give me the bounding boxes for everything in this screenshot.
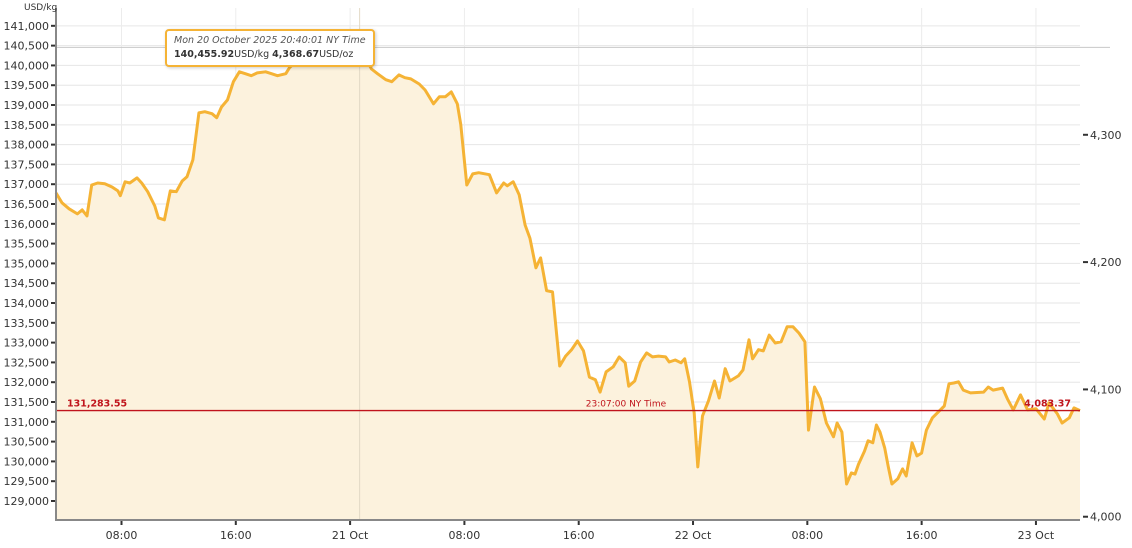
- current-price-kg-label: 131,283.55: [67, 399, 127, 410]
- y-tick-label: 136,500: [4, 198, 50, 211]
- y-tick-label: 129,000: [4, 495, 50, 508]
- x-tick-label: 23 Oct: [1018, 529, 1055, 542]
- x-tick-label: 08:00: [106, 529, 138, 542]
- y-right-tick-label: 4,200: [1090, 256, 1122, 269]
- x-tick-label: 16:00: [906, 529, 938, 542]
- y-tick-label: 137,500: [4, 158, 50, 171]
- y-right-tick-label: 4,000: [1090, 511, 1122, 524]
- y-right-tick-label: 4,300: [1090, 129, 1122, 142]
- y-tick-label: 133,500: [4, 317, 50, 330]
- y-tick-label: 140,500: [4, 40, 50, 53]
- y-tick-label: 132,500: [4, 356, 50, 369]
- y-tick-label: 134,000: [4, 297, 50, 310]
- tooltip-date: Mon 20 October 2025 20:40:01 NY Time: [174, 35, 366, 46]
- x-tick-label: 21 Oct: [332, 529, 369, 542]
- y-tick-label: 133,000: [4, 337, 50, 350]
- y-tick-label: 134,500: [4, 277, 50, 290]
- x-tick-label: 08:00: [791, 529, 823, 542]
- axes: 129,000 129,500 130,000 130,500 131,000 131,5…: [4, 8, 1122, 542]
- y-tick-label: 140,000: [4, 59, 50, 72]
- y-tick-label: 129,500: [4, 475, 50, 488]
- tooltip-kg-value: 140,455.92: [174, 49, 235, 60]
- y-tick-label: 141,000: [4, 20, 50, 33]
- current-price-line: 131,283.55 23:07:00 NY Time 4,083.37: [56, 399, 1080, 412]
- y-tick-label: 131,000: [4, 416, 50, 429]
- y-tick-label: 132,000: [4, 376, 50, 389]
- tooltip-oz-value: 4,368.67: [272, 49, 320, 60]
- x-tick-label: 08:00: [449, 529, 481, 542]
- y-tick-label: 139,500: [4, 79, 50, 92]
- y-axis-unit-label: USD/kg: [24, 3, 57, 13]
- y-tick-label: 136,000: [4, 218, 50, 231]
- y-tick-label: 131,500: [4, 396, 50, 409]
- tooltip: Mon 20 October 2025 20:40:01 NY Time 140…: [165, 29, 375, 67]
- x-tick-label: 22 Oct: [675, 529, 712, 542]
- price-line[interactable]: [54, 45, 1081, 486]
- current-price-oz-label: 4,083.37: [1024, 399, 1071, 410]
- current-price-time-label: 23:07:00 NY Time: [586, 400, 667, 410]
- y-tick-label: 135,000: [4, 257, 50, 270]
- y-tick-label: 138,500: [4, 119, 50, 132]
- y-tick-label: 138,000: [4, 139, 50, 152]
- y-right-tick-label: 4,100: [1090, 383, 1122, 396]
- x-tick-label: 16:00: [220, 529, 252, 542]
- tooltip-oz-unit: USD/oz: [319, 49, 354, 60]
- y-tick-label: 130,500: [4, 436, 50, 449]
- price-area-fill: [56, 47, 1080, 521]
- y-tick-label: 130,000: [4, 455, 50, 468]
- tooltip-kg-unit: USD/kg: [234, 49, 270, 60]
- y-tick-label: 135,500: [4, 238, 50, 251]
- y-tick-label: 139,000: [4, 99, 50, 112]
- y-tick-label: 137,000: [4, 178, 50, 191]
- x-tick-label: 16:00: [563, 529, 595, 542]
